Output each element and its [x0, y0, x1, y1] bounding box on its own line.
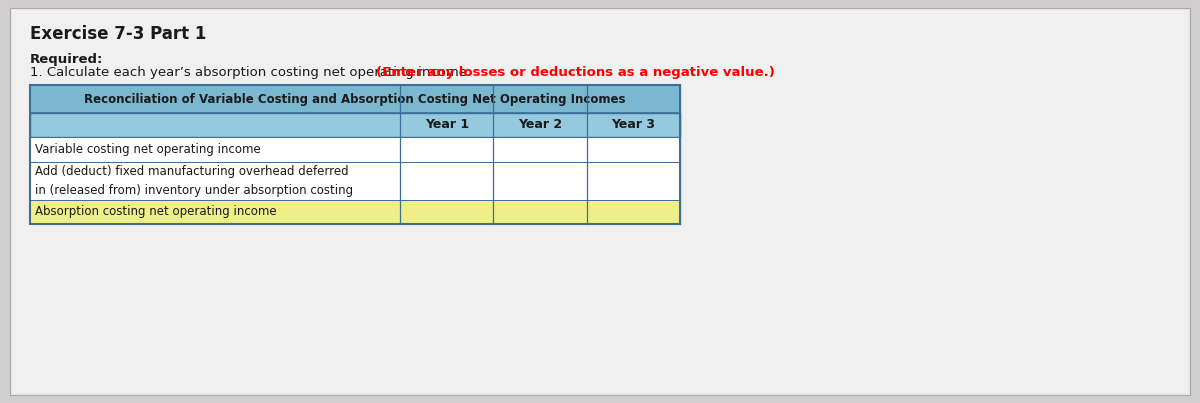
- Bar: [30, 85, 680, 113]
- Text: Year 1: Year 1: [425, 118, 469, 131]
- Text: Variable costing net operating income: Variable costing net operating income: [35, 143, 260, 156]
- Bar: [30, 162, 400, 200]
- Bar: [30, 137, 400, 162]
- Bar: [587, 200, 680, 224]
- Bar: [400, 162, 493, 200]
- Bar: [493, 200, 587, 224]
- Text: Year 3: Year 3: [611, 118, 655, 131]
- Bar: [400, 137, 493, 162]
- Bar: [493, 162, 587, 200]
- Bar: [587, 162, 680, 200]
- Text: (Enter any losses or deductions as a negative value.): (Enter any losses or deductions as a neg…: [377, 66, 775, 79]
- Text: in (released from) inventory under absorption costing: in (released from) inventory under absor…: [35, 184, 353, 197]
- Text: Year 2: Year 2: [518, 118, 562, 131]
- Text: Absorption costing net operating income: Absorption costing net operating income: [35, 206, 277, 218]
- Bar: [493, 137, 587, 162]
- Text: Required:: Required:: [30, 53, 103, 66]
- Text: Reconciliation of Variable Costing and Absorption Costing Net Operating Incomes: Reconciliation of Variable Costing and A…: [84, 93, 625, 106]
- Text: Add (deduct) fixed manufacturing overhead deferred: Add (deduct) fixed manufacturing overhea…: [35, 165, 349, 178]
- Text: 1. Calculate each year’s absorption costing net operating income.: 1. Calculate each year’s absorption cost…: [30, 66, 475, 79]
- Bar: [400, 200, 493, 224]
- Bar: [30, 200, 400, 224]
- Bar: [587, 137, 680, 162]
- Bar: [30, 85, 680, 224]
- Bar: [30, 113, 680, 137]
- Text: Exercise 7-3 Part 1: Exercise 7-3 Part 1: [30, 25, 206, 43]
